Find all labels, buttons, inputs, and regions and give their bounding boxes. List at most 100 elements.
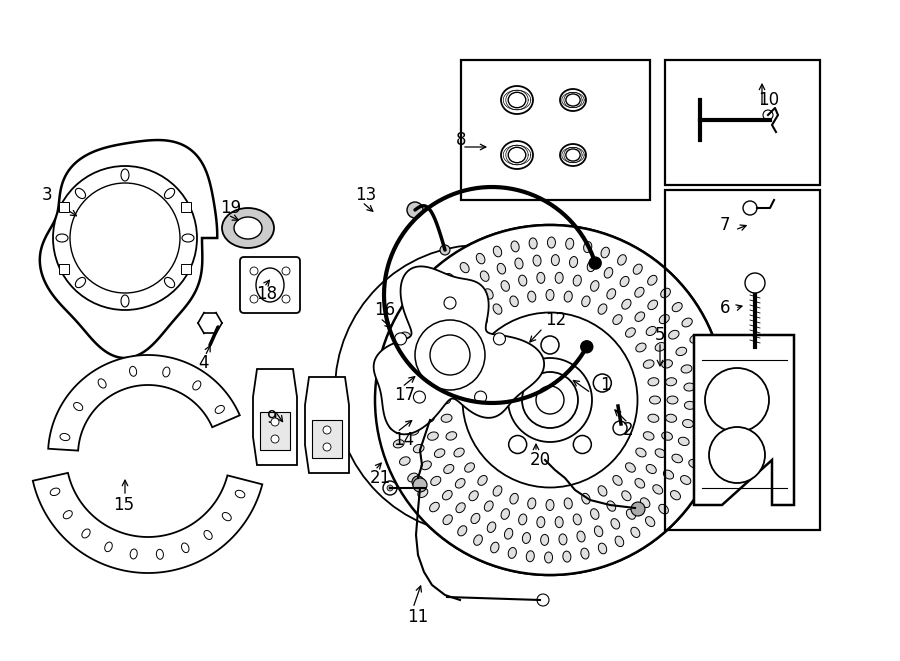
Polygon shape xyxy=(374,266,544,434)
Ellipse shape xyxy=(679,437,689,446)
Ellipse shape xyxy=(560,144,586,166)
Ellipse shape xyxy=(439,396,451,404)
Ellipse shape xyxy=(471,514,480,524)
Ellipse shape xyxy=(611,519,620,529)
Ellipse shape xyxy=(478,315,487,325)
Ellipse shape xyxy=(690,334,700,343)
Ellipse shape xyxy=(688,459,699,468)
Ellipse shape xyxy=(699,425,710,433)
Ellipse shape xyxy=(662,432,672,440)
Ellipse shape xyxy=(594,526,603,537)
Circle shape xyxy=(383,481,397,495)
Ellipse shape xyxy=(617,254,626,265)
Ellipse shape xyxy=(644,432,654,440)
Circle shape xyxy=(541,336,559,354)
Ellipse shape xyxy=(590,281,599,292)
Ellipse shape xyxy=(491,542,499,553)
Circle shape xyxy=(412,476,424,488)
Ellipse shape xyxy=(646,327,656,336)
Ellipse shape xyxy=(400,332,411,340)
Ellipse shape xyxy=(522,533,530,543)
Circle shape xyxy=(463,313,637,488)
Ellipse shape xyxy=(559,534,567,545)
Ellipse shape xyxy=(626,328,635,337)
Ellipse shape xyxy=(437,306,447,315)
Ellipse shape xyxy=(646,465,656,473)
Bar xyxy=(59,264,69,274)
Ellipse shape xyxy=(669,330,679,339)
Ellipse shape xyxy=(469,491,478,501)
Ellipse shape xyxy=(682,420,694,428)
Ellipse shape xyxy=(497,263,506,274)
Ellipse shape xyxy=(659,504,669,514)
Ellipse shape xyxy=(666,377,677,386)
Ellipse shape xyxy=(648,276,657,285)
Ellipse shape xyxy=(645,517,655,527)
Ellipse shape xyxy=(598,543,607,554)
Ellipse shape xyxy=(661,288,670,297)
Polygon shape xyxy=(32,473,262,573)
Ellipse shape xyxy=(615,536,624,547)
Ellipse shape xyxy=(63,510,72,519)
Ellipse shape xyxy=(405,409,416,417)
Ellipse shape xyxy=(428,360,438,368)
Circle shape xyxy=(70,183,180,293)
Circle shape xyxy=(444,297,456,309)
Ellipse shape xyxy=(546,500,554,510)
Ellipse shape xyxy=(418,488,428,498)
Ellipse shape xyxy=(405,391,416,399)
Ellipse shape xyxy=(555,272,563,284)
Ellipse shape xyxy=(484,289,493,299)
Ellipse shape xyxy=(652,485,662,494)
Circle shape xyxy=(433,370,447,384)
Circle shape xyxy=(323,426,331,434)
Ellipse shape xyxy=(455,312,465,321)
Ellipse shape xyxy=(682,420,694,428)
Ellipse shape xyxy=(672,303,682,312)
Ellipse shape xyxy=(444,465,454,473)
Ellipse shape xyxy=(562,551,571,562)
Ellipse shape xyxy=(454,448,464,457)
Ellipse shape xyxy=(536,272,544,284)
Circle shape xyxy=(536,386,564,414)
Ellipse shape xyxy=(390,367,400,375)
Ellipse shape xyxy=(577,531,585,542)
Ellipse shape xyxy=(648,300,658,309)
Ellipse shape xyxy=(672,454,682,463)
Ellipse shape xyxy=(581,493,590,504)
Polygon shape xyxy=(694,335,794,505)
Ellipse shape xyxy=(393,440,404,448)
Ellipse shape xyxy=(670,490,680,500)
Ellipse shape xyxy=(387,385,399,393)
Ellipse shape xyxy=(56,234,68,242)
Ellipse shape xyxy=(604,268,613,278)
Ellipse shape xyxy=(82,529,90,538)
Ellipse shape xyxy=(581,296,590,307)
Ellipse shape xyxy=(50,488,59,496)
Ellipse shape xyxy=(546,290,554,301)
Circle shape xyxy=(323,443,331,451)
Ellipse shape xyxy=(536,517,544,527)
Ellipse shape xyxy=(423,414,435,422)
Ellipse shape xyxy=(650,396,661,404)
Ellipse shape xyxy=(696,352,706,360)
Ellipse shape xyxy=(631,527,640,537)
Ellipse shape xyxy=(493,246,501,257)
Ellipse shape xyxy=(473,535,482,545)
Ellipse shape xyxy=(669,330,679,339)
Circle shape xyxy=(425,335,535,445)
Ellipse shape xyxy=(439,396,451,404)
Ellipse shape xyxy=(182,234,194,242)
Ellipse shape xyxy=(645,517,655,527)
Circle shape xyxy=(440,245,450,255)
Ellipse shape xyxy=(478,475,487,485)
Ellipse shape xyxy=(527,498,536,509)
Ellipse shape xyxy=(634,479,644,488)
Ellipse shape xyxy=(400,457,410,465)
Ellipse shape xyxy=(455,479,465,488)
Ellipse shape xyxy=(435,449,445,457)
Ellipse shape xyxy=(626,463,635,472)
Ellipse shape xyxy=(682,318,692,327)
Ellipse shape xyxy=(428,360,438,368)
Ellipse shape xyxy=(641,498,650,508)
